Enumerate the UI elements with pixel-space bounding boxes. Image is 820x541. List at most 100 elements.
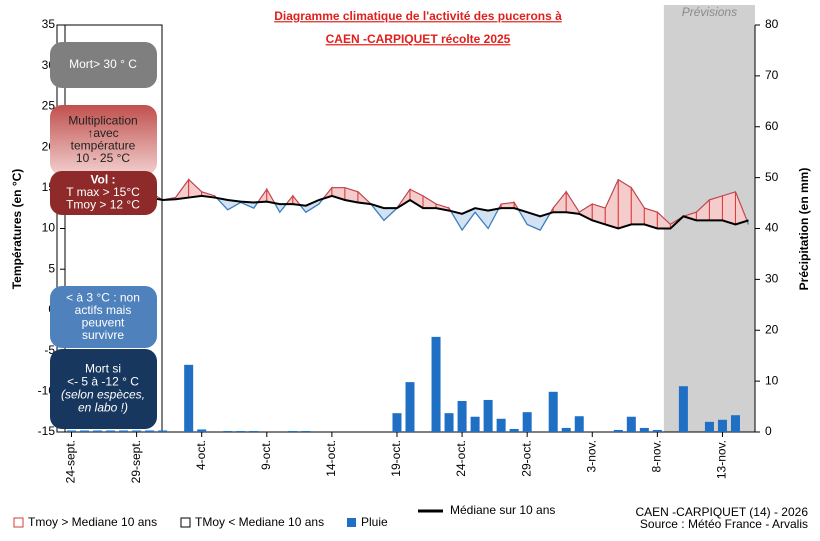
- y2-tick-label: 0: [765, 424, 772, 438]
- rain-bar: [145, 430, 155, 432]
- annotation-box: [50, 171, 157, 215]
- rain-bar: [288, 430, 298, 432]
- forecast-label: Prévisions: [682, 5, 737, 19]
- x-tick-label: 24-sept.: [64, 440, 78, 483]
- rain-bar: [704, 421, 714, 432]
- below-median-fill: [305, 200, 319, 213]
- annotation-text: Vol :: [90, 173, 115, 187]
- annotation-text: (selon espèces,: [61, 388, 145, 402]
- above-median-fill: [175, 178, 190, 200]
- y2-tick-label: 10: [765, 373, 779, 387]
- x-tick-label: 14-oct.: [324, 440, 338, 477]
- y-axis-label: Températures (en °C): [10, 169, 24, 290]
- rain-bar: [158, 430, 168, 432]
- rain-bar: [717, 419, 727, 432]
- rain-bar: [119, 430, 129, 432]
- y2-tick-label: 60: [765, 119, 779, 133]
- annotation-text: Multiplication: [68, 113, 137, 127]
- chart-title: Diagramme climatique de l'activité des p…: [274, 9, 562, 23]
- rain-bar: [639, 427, 649, 432]
- rain-bar: [392, 413, 402, 432]
- above-median-fill: [708, 195, 723, 221]
- above-median-fill: [552, 190, 567, 213]
- annotation-text: peuvent: [82, 315, 125, 329]
- rain-bar: [132, 430, 142, 432]
- annotation-text: Tmoy > 12 °C: [66, 198, 140, 212]
- annotation-text: ↑avec: [87, 126, 118, 140]
- x-tick-label: 8-nov.: [650, 440, 664, 472]
- x-tick-label: 4-oct.: [194, 440, 208, 470]
- x-tick-label: 9-oct.: [259, 440, 273, 470]
- legend-label: Pluie: [361, 515, 388, 529]
- rain-bar: [431, 336, 441, 432]
- rain-bar: [561, 427, 571, 432]
- above-median-fill: [630, 186, 645, 225]
- rain-bar: [522, 412, 532, 432]
- rain-bar: [652, 429, 662, 432]
- rain-bar: [678, 386, 688, 432]
- rain-bar: [184, 364, 194, 432]
- annotation-text: température: [71, 138, 136, 152]
- y2-tick-label: 30: [765, 272, 779, 286]
- y-tick-label: -5: [44, 343, 55, 357]
- y2-axis-label: Précipitation (en mm): [797, 168, 811, 291]
- legend-label: Tmoy > Mediane 10 ans: [28, 515, 157, 529]
- x-tick-label: 19-oct.: [389, 440, 403, 477]
- annotation-text: T max > 15°C: [66, 185, 140, 199]
- rain-bar: [496, 418, 506, 432]
- x-tick-label: 24-oct.: [454, 440, 468, 477]
- above-median-fill: [565, 190, 580, 215]
- legend-swatch: [13, 517, 24, 528]
- above-median-fill: [604, 179, 619, 230]
- annotation-box: [50, 105, 157, 175]
- rain-bar: [457, 400, 467, 432]
- rain-bar: [470, 416, 480, 432]
- annotation-text: Mort> 30 ° C: [69, 57, 137, 71]
- x-tick-label: 13-nov.: [715, 440, 729, 479]
- rain-bar: [67, 430, 77, 432]
- rain-bar: [509, 428, 519, 432]
- above-median-fill: [396, 187, 411, 209]
- x-tick-label: 29-oct.: [519, 440, 533, 477]
- above-median-fill: [409, 188, 424, 210]
- y-tick-label: 10: [42, 221, 56, 235]
- rain-bar: [106, 430, 116, 432]
- y-tick-label: 35: [42, 17, 56, 31]
- annotation-text: Mort si: [85, 362, 121, 376]
- annotation-text: < à 3 °C : non: [66, 290, 140, 304]
- chart-title: CAEN -CARPIQUET récolte 2025: [326, 32, 511, 46]
- x-tick-label: 29-sept.: [129, 440, 143, 483]
- annotation-text: 10 - 25 °C: [76, 151, 130, 165]
- y2-tick-label: 70: [765, 68, 779, 82]
- rain-bar: [301, 430, 311, 432]
- above-median-fill: [721, 191, 736, 226]
- rain-bar: [548, 391, 558, 432]
- y-tick-label: -15: [38, 424, 56, 438]
- y-tick-label: 5: [48, 261, 55, 275]
- rain-bar: [223, 430, 233, 432]
- y-tick-label: 25: [42, 99, 56, 113]
- y2-tick-label: 50: [765, 170, 779, 184]
- y2-tick-label: 40: [765, 221, 779, 235]
- above-median-fill: [617, 178, 632, 230]
- rain-bar: [613, 429, 623, 432]
- rain-bar: [249, 430, 259, 432]
- above-median-fill: [422, 195, 437, 209]
- rain-bar: [197, 429, 207, 432]
- annotation-text: actifs mais: [75, 303, 132, 317]
- rain-bar: [93, 430, 103, 432]
- legend-label: Médiane sur 10 ans: [450, 503, 555, 517]
- annotation-text: en labo !): [78, 401, 128, 415]
- above-median-fill: [285, 194, 294, 205]
- annotation-box: [50, 349, 157, 429]
- annotation-text: survivre: [82, 328, 124, 342]
- rain-bar: [574, 416, 584, 432]
- annotation-text: <- 5 à -12 ° C: [67, 375, 139, 389]
- above-median-fill: [256, 187, 268, 203]
- rain-bar: [483, 399, 493, 432]
- y2-tick-label: 80: [765, 17, 779, 31]
- footer: Source : Météo France - Arvalis: [640, 517, 808, 531]
- annotation-box: [50, 42, 157, 88]
